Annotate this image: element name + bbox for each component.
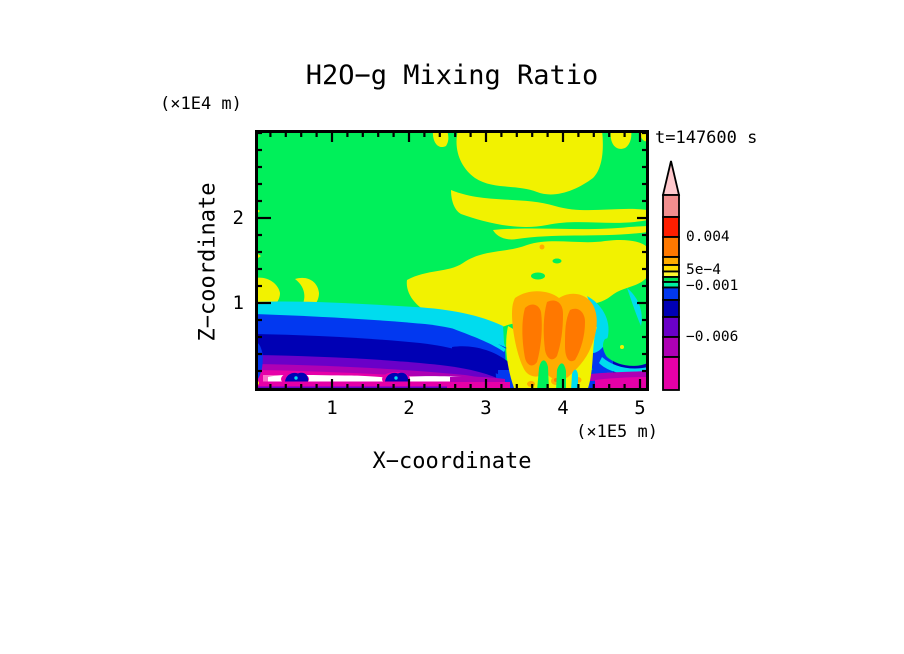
colorbar (661, 160, 681, 391)
contour-region (294, 376, 298, 380)
colorbar-label--0.001: −0.001 (686, 278, 739, 294)
time-stamp-label: t=147600 s (655, 128, 758, 148)
colorbar-segment (662, 316, 680, 338)
plot-frame (255, 130, 649, 391)
colorbar-segment (662, 256, 680, 266)
z-axis-unit: (×1E4 m) (160, 94, 242, 114)
contour-region (620, 345, 624, 349)
page-title: H2O−g Mixing Ratio (305, 60, 599, 91)
colorbar-label--0.006: −0.006 (686, 329, 739, 345)
colorbar-arrow-tip (661, 160, 681, 196)
contour-region (450, 376, 505, 383)
contour-region (610, 130, 632, 149)
colorbar-segment (662, 356, 680, 391)
colorbar-label-0.004: 0.004 (686, 229, 730, 245)
x-axis-unit: (×1E5 m) (576, 422, 658, 442)
contour-region (432, 130, 449, 148)
z-tick-label-1: 1 (232, 292, 244, 314)
contour-region (531, 272, 545, 280)
colorbar-label-5e-4: 5e−4 (686, 262, 721, 278)
contour-region (537, 360, 549, 391)
colorbar-segment (662, 264, 680, 273)
contour-region (451, 190, 648, 227)
colorbar-segment (662, 336, 680, 358)
x-axis-title: X−coordinate (372, 449, 532, 474)
stratified-low-layers (255, 301, 603, 391)
contour-region (552, 258, 562, 264)
contour-region (627, 288, 642, 326)
x-tick-label-5: 5 (634, 397, 646, 419)
colorbar-segment (662, 286, 680, 301)
z-axis-title: Z−coordinate (195, 182, 221, 342)
contour-region (441, 318, 506, 352)
contour-region (599, 357, 648, 375)
z-tick-label-2: 2 (232, 207, 244, 229)
contour-region (539, 244, 545, 250)
contour-region (522, 304, 542, 366)
colorbar-segment (662, 194, 680, 218)
contour-region (394, 376, 398, 380)
x-tick-label-4: 4 (557, 397, 569, 419)
contour-region (493, 226, 648, 240)
contour-region (452, 346, 514, 380)
yellow-upper-layers (432, 130, 648, 240)
colorbar-segments (662, 194, 680, 391)
colorbar-segment (662, 216, 680, 238)
contour-region (543, 300, 563, 360)
x-tick-label-1: 1 (326, 397, 338, 419)
contour-plot (255, 130, 649, 391)
contour-region (527, 381, 535, 387)
convective-plume-region (441, 244, 648, 391)
contour-field (255, 130, 649, 391)
contour-region (456, 130, 603, 195)
contour-region (565, 308, 585, 362)
x-tick-label-3: 3 (480, 397, 492, 419)
contour-region (406, 239, 648, 329)
colorbar-segment (662, 236, 680, 258)
contour-region (571, 369, 578, 391)
colorbar-segment (662, 299, 680, 318)
contour-region (602, 336, 648, 366)
x-tick-label-2: 2 (403, 397, 415, 419)
